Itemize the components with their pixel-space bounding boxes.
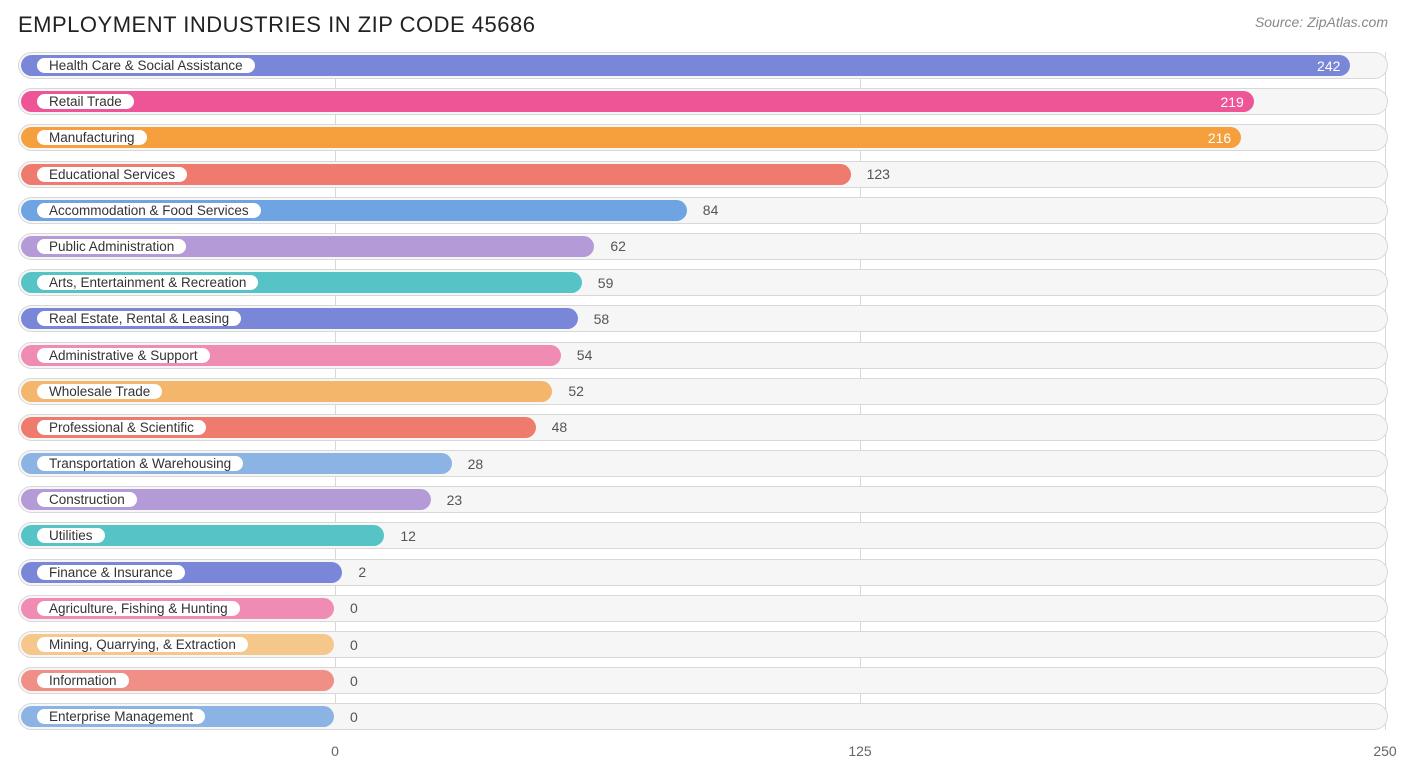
- category-pill: Public Administration: [35, 237, 188, 256]
- chart-row: Retail Trade219: [18, 88, 1388, 115]
- category-pill: Wholesale Trade: [35, 382, 164, 401]
- bar-value: 12: [390, 523, 426, 548]
- chart-row: Administrative & Support 54: [18, 342, 1388, 369]
- chart-title: EMPLOYMENT INDUSTRIES IN ZIP CODE 45686: [18, 12, 536, 38]
- x-tick-label: 125: [848, 743, 871, 759]
- chart-row: Enterprise Management 0: [18, 703, 1388, 730]
- x-axis: 0125250: [18, 740, 1388, 762]
- bar-value: 216: [21, 125, 1241, 150]
- chart-row: Transportation & Warehousing 28: [18, 450, 1388, 477]
- x-tick-label: 0: [331, 743, 339, 759]
- category-pill: Utilities: [35, 526, 107, 545]
- bar-value: 58: [584, 306, 620, 331]
- category-pill: Agriculture, Fishing & Hunting: [35, 599, 242, 618]
- bar-value: 48: [542, 415, 578, 440]
- category-pill: Administrative & Support: [35, 346, 212, 365]
- category-pill: Health Care & Social Assistance: [35, 56, 257, 75]
- chart-row: Health Care & Social Assistance242: [18, 52, 1388, 79]
- category-pill: Mining, Quarrying, & Extraction: [35, 635, 250, 654]
- category-label: Administrative & Support: [49, 348, 198, 363]
- bar-value: 52: [558, 379, 594, 404]
- category-label: Retail Trade: [49, 94, 122, 109]
- category-label: Finance & Insurance: [49, 565, 173, 580]
- chart-row: Professional & Scientific 48: [18, 414, 1388, 441]
- category-pill: Accommodation & Food Services: [35, 201, 263, 220]
- category-label: Utilities: [49, 528, 93, 543]
- category-pill: Arts, Entertainment & Recreation: [35, 273, 260, 292]
- bar-value: 0: [340, 632, 368, 657]
- category-label: Accommodation & Food Services: [49, 203, 249, 218]
- bar-value: 2: [348, 560, 376, 585]
- bar-value: 28: [458, 451, 494, 476]
- chart-row: Mining, Quarrying, & Extraction 0: [18, 631, 1388, 658]
- category-label: Real Estate, Rental & Leasing: [49, 311, 229, 326]
- source-name: ZipAtlas.com: [1307, 14, 1388, 30]
- chart-row: Finance & Insurance 2: [18, 559, 1388, 586]
- source-prefix: Source:: [1255, 14, 1303, 30]
- bar-value: 123: [857, 162, 900, 187]
- category-label: Construction: [49, 492, 125, 507]
- chart-rows: Health Care & Social Assistance242 Retail…: [18, 52, 1388, 730]
- chart-row: Manufacturing216: [18, 124, 1388, 151]
- chart-plot-area: Health Care & Social Assistance242 Retail…: [18, 52, 1388, 762]
- bar-value: 23: [437, 487, 473, 512]
- category-label: Enterprise Management: [49, 709, 193, 724]
- category-label: Information: [49, 673, 117, 688]
- category-pill: Professional & Scientific: [35, 418, 208, 437]
- category-pill: Educational Services: [35, 165, 189, 184]
- bar-value: 219: [21, 89, 1254, 114]
- category-label: Educational Services: [49, 167, 175, 182]
- bar-value: 62: [600, 234, 636, 259]
- chart-row: Information 0: [18, 667, 1388, 694]
- x-tick-label: 250: [1373, 743, 1396, 759]
- chart-header: EMPLOYMENT INDUSTRIES IN ZIP CODE 45686 …: [18, 12, 1388, 38]
- category-label: Health Care & Social Assistance: [49, 58, 243, 73]
- category-pill: Manufacturing: [35, 128, 149, 147]
- chart-row: Public Administration 62: [18, 233, 1388, 260]
- bar-value: 0: [340, 668, 368, 693]
- bar-value: 0: [340, 596, 368, 621]
- category-pill: Construction: [35, 490, 139, 509]
- category-pill: Real Estate, Rental & Leasing: [35, 309, 243, 328]
- chart-row: Accommodation & Food Services 84: [18, 197, 1388, 224]
- chart-row: Utilities 12: [18, 522, 1388, 549]
- chart-source: Source: ZipAtlas.com: [1255, 14, 1388, 30]
- category-pill: Finance & Insurance: [35, 563, 187, 582]
- chart-row: Real Estate, Rental & Leasing 58: [18, 305, 1388, 332]
- category-label: Agriculture, Fishing & Hunting: [49, 601, 228, 616]
- bar-value: 59: [588, 270, 624, 295]
- chart-row: Construction 23: [18, 486, 1388, 513]
- category-label: Transportation & Warehousing: [49, 456, 231, 471]
- category-pill: Enterprise Management: [35, 707, 207, 726]
- category-label: Wholesale Trade: [49, 384, 150, 399]
- category-label: Manufacturing: [49, 130, 135, 145]
- bar-value: 0: [340, 704, 368, 729]
- chart-row: Wholesale Trade 52: [18, 378, 1388, 405]
- category-label: Public Administration: [49, 239, 174, 254]
- chart-row: Arts, Entertainment & Recreation 59: [18, 269, 1388, 296]
- chart-row: Agriculture, Fishing & Hunting 0: [18, 595, 1388, 622]
- category-pill: Information: [35, 671, 131, 690]
- category-pill: Retail Trade: [35, 92, 136, 111]
- category-pill: Transportation & Warehousing: [35, 454, 245, 473]
- category-label: Arts, Entertainment & Recreation: [49, 275, 246, 290]
- chart-row: Educational Services 123: [18, 161, 1388, 188]
- category-label: Mining, Quarrying, & Extraction: [49, 637, 236, 652]
- category-label: Professional & Scientific: [49, 420, 194, 435]
- bar-value: 54: [567, 343, 603, 368]
- chart-container: EMPLOYMENT INDUSTRIES IN ZIP CODE 45686 …: [0, 0, 1406, 776]
- bar-value: 84: [693, 198, 729, 223]
